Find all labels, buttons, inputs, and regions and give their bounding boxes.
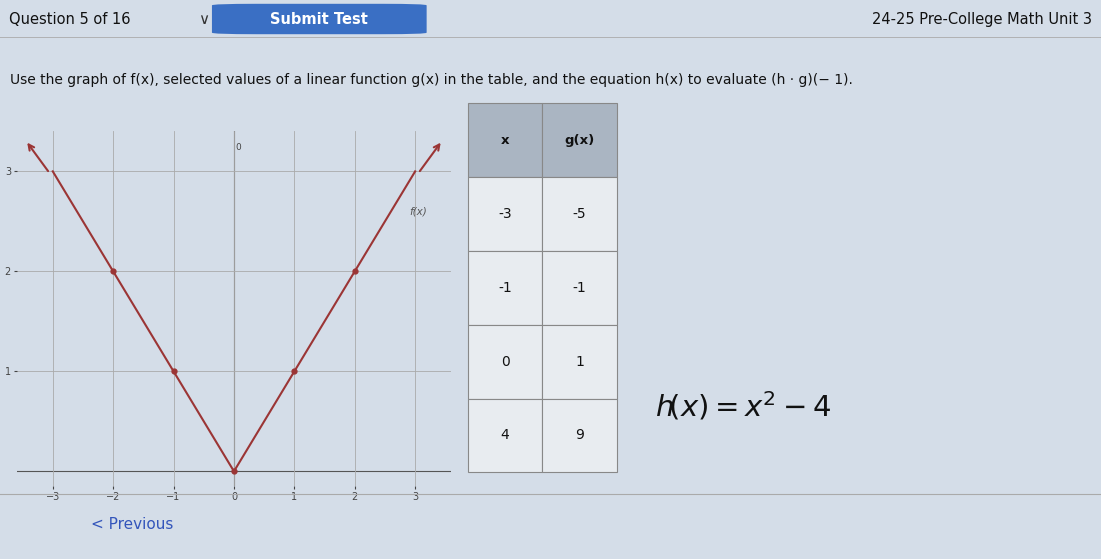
Bar bbox=[543, 251, 617, 325]
FancyBboxPatch shape bbox=[211, 4, 426, 34]
Text: 4: 4 bbox=[501, 428, 510, 443]
Bar bbox=[468, 251, 543, 325]
Text: Question 5 of 16: Question 5 of 16 bbox=[9, 12, 130, 26]
Text: $h\!\left(x\right) = x^2 - 4$: $h\!\left(x\right) = x^2 - 4$ bbox=[655, 390, 831, 422]
Bar bbox=[543, 103, 617, 177]
Bar bbox=[468, 325, 543, 399]
Text: Use the graph of f(x), selected values of a linear function g(x) in the table, a: Use the graph of f(x), selected values o… bbox=[10, 73, 853, 87]
Text: g(x): g(x) bbox=[565, 134, 595, 147]
Text: x: x bbox=[501, 134, 510, 147]
Text: 0: 0 bbox=[236, 143, 241, 153]
Bar bbox=[468, 399, 543, 472]
Text: f(x): f(x) bbox=[410, 206, 427, 216]
Text: < Previous: < Previous bbox=[91, 517, 173, 532]
Text: -3: -3 bbox=[499, 207, 512, 221]
Bar bbox=[543, 399, 617, 472]
Text: Submit Test: Submit Test bbox=[271, 12, 368, 26]
Text: -1: -1 bbox=[499, 281, 512, 295]
Bar bbox=[543, 325, 617, 399]
Text: -5: -5 bbox=[573, 207, 586, 221]
Text: 9: 9 bbox=[575, 428, 584, 443]
Bar bbox=[468, 103, 543, 177]
Bar bbox=[543, 177, 617, 251]
Text: ∨: ∨ bbox=[198, 12, 209, 26]
Text: 1: 1 bbox=[575, 354, 584, 369]
Bar bbox=[468, 177, 543, 251]
Text: 0: 0 bbox=[501, 354, 510, 369]
Text: 24-25 Pre-College Math Unit 3: 24-25 Pre-College Math Unit 3 bbox=[872, 12, 1092, 26]
Text: -1: -1 bbox=[573, 281, 586, 295]
